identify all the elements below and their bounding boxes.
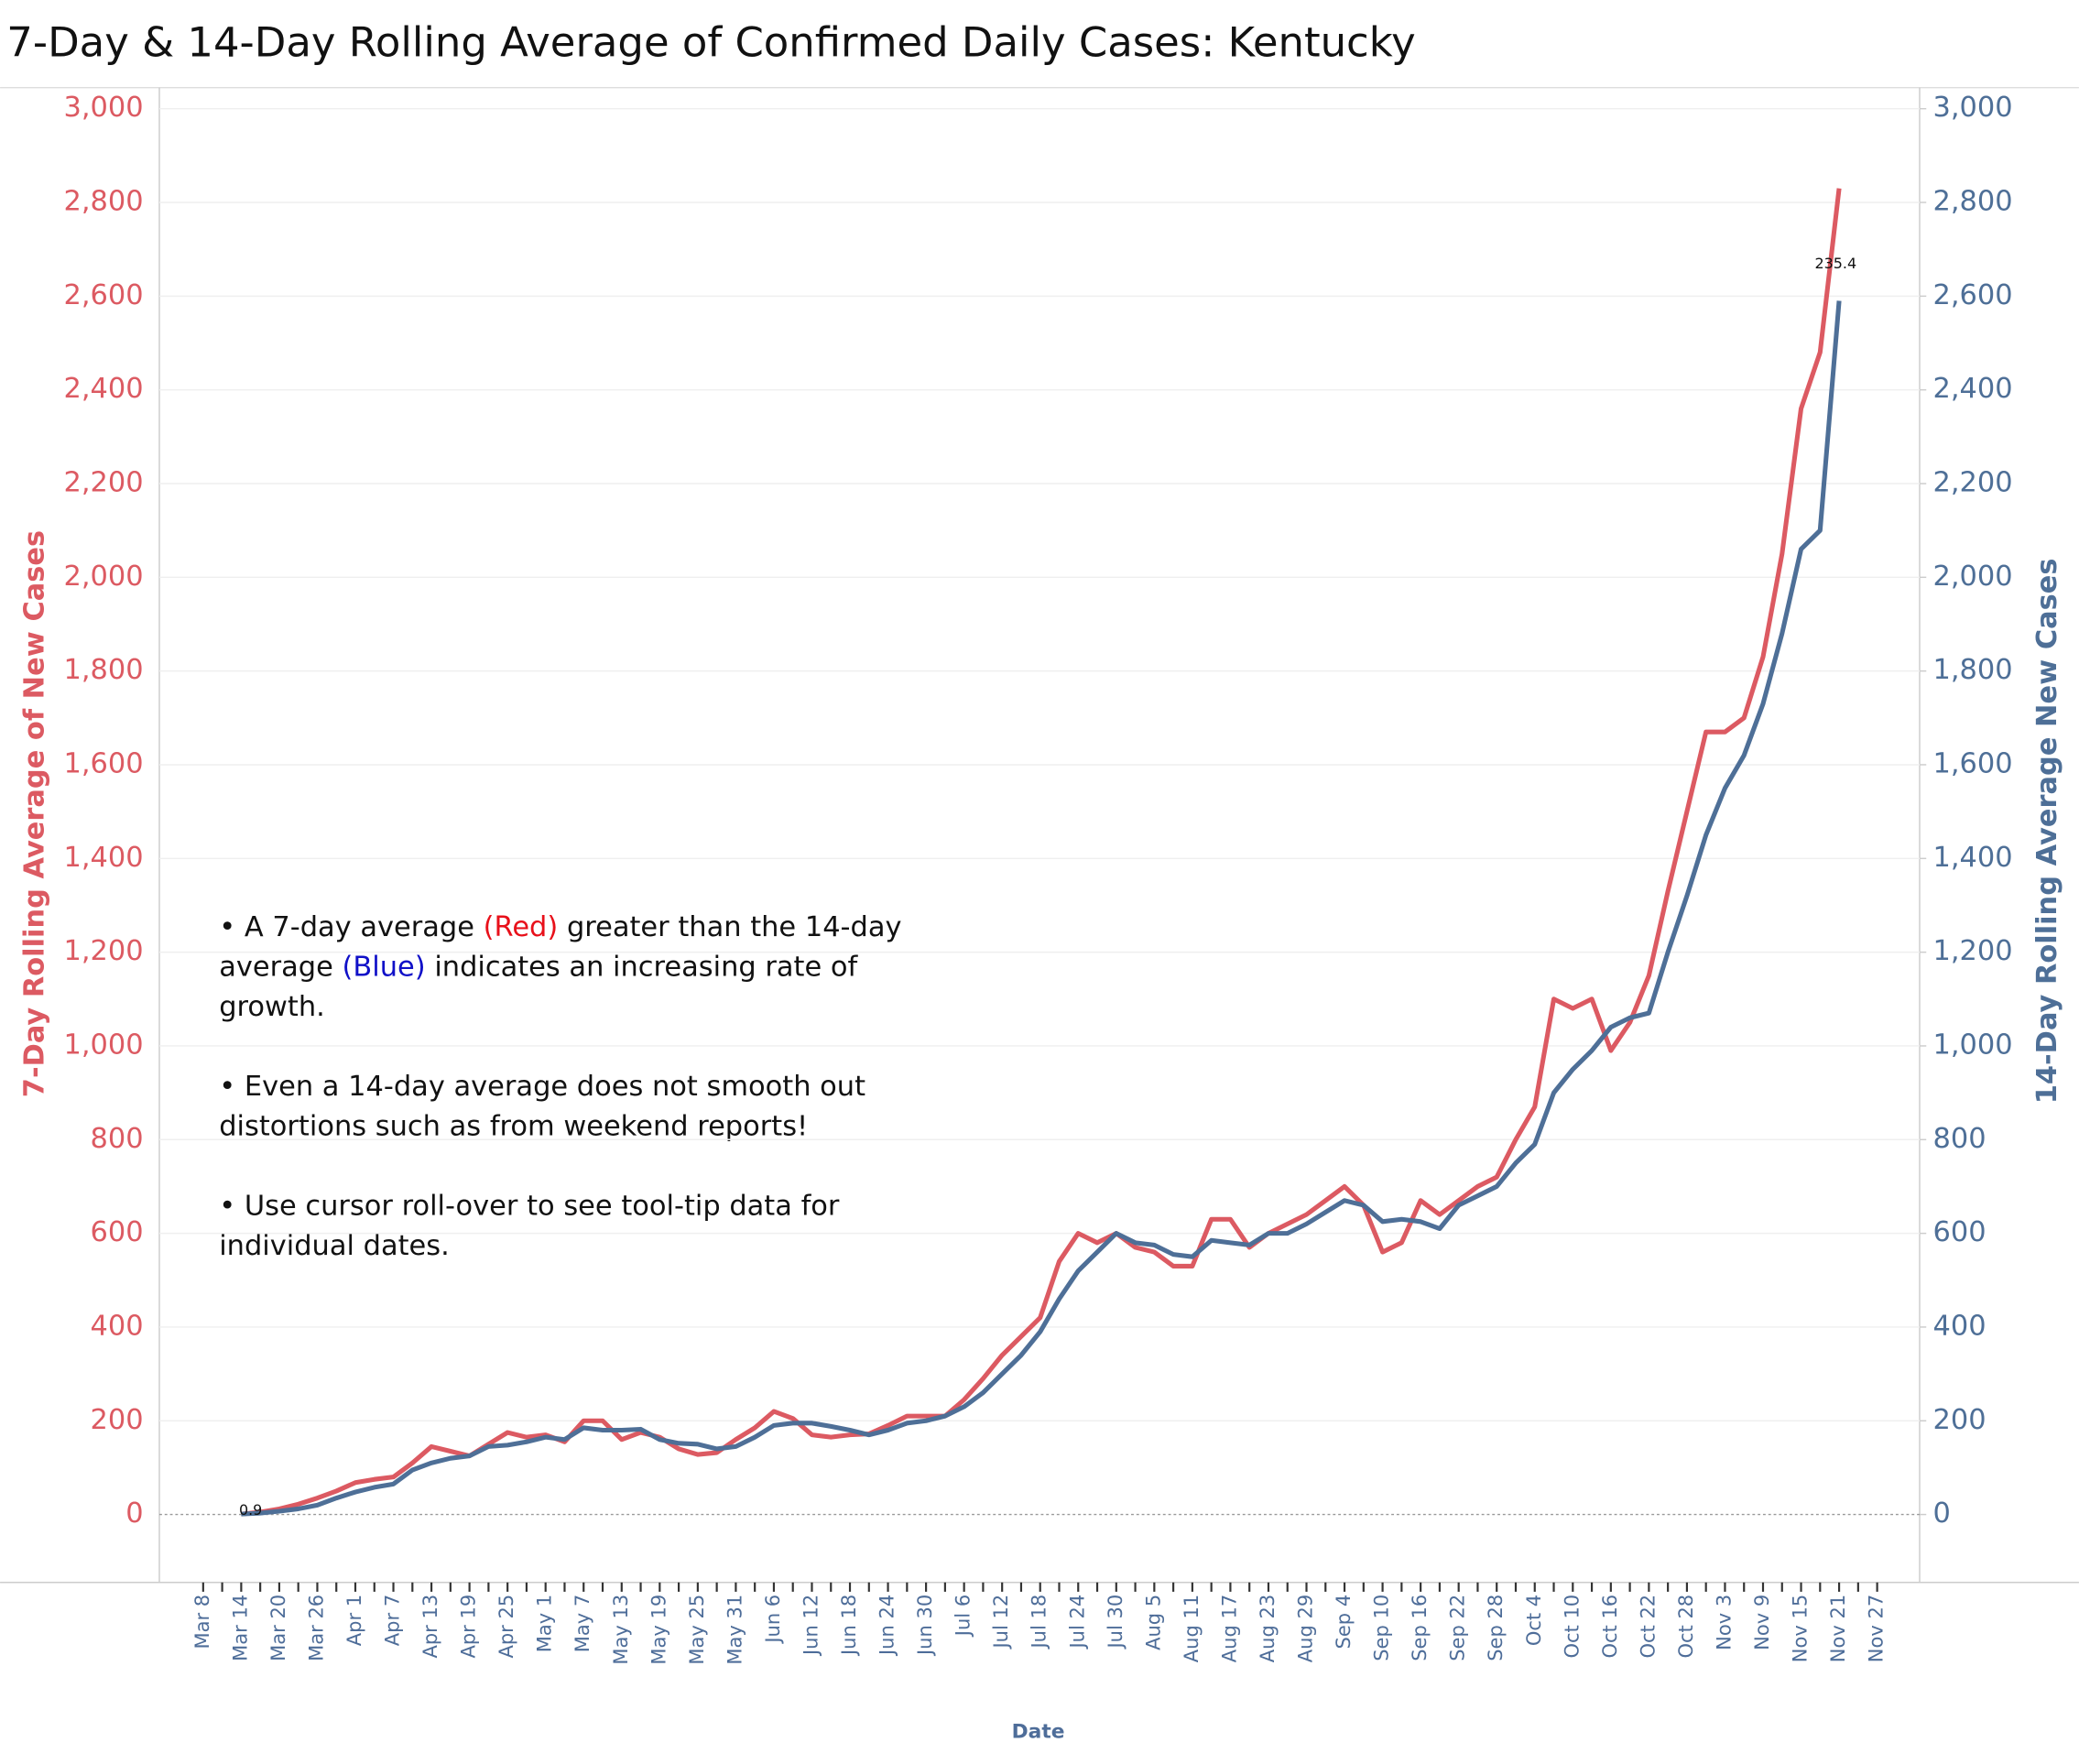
x-tick-label: Jun 24 <box>876 1595 898 1657</box>
y2-tick-label: 3,000 <box>1932 92 2012 124</box>
x-tick-label: Apr 1 <box>343 1595 365 1646</box>
y-tick-label: 1,800 <box>64 654 144 686</box>
annotation: 0.9 <box>239 1501 262 1519</box>
x-tick-label: Nov 9 <box>1750 1595 1773 1650</box>
x-tick-label: May 1 <box>533 1595 556 1652</box>
y-tick-label: 3,000 <box>64 92 144 124</box>
y2-tick-label: 800 <box>1932 1123 1986 1155</box>
y2-axis-title: 14-Day Rolling Average New Cases <box>2031 558 2063 1104</box>
x-tick-label: May 25 <box>685 1595 708 1665</box>
x-tick-label: May 19 <box>647 1595 669 1665</box>
y-tick-label: 2,400 <box>64 373 144 405</box>
x-tick-label: Jul 24 <box>1065 1595 1088 1650</box>
note-text: (Red) <box>483 910 559 943</box>
x-tick-label: Jun 6 <box>761 1595 784 1645</box>
y2-tick-label: 2,400 <box>1932 373 2012 405</box>
note: • A 7-day average (Red) greater than the… <box>219 907 922 1026</box>
series-line <box>241 300 1842 1517</box>
y-tick-label: 200 <box>91 1404 144 1436</box>
x-tick-label: Sep 28 <box>1484 1595 1507 1661</box>
x-tick-label: Mar 14 <box>228 1595 251 1661</box>
y2-tick-label: 400 <box>1932 1310 1986 1342</box>
x-tick-label: Nov 21 <box>1826 1595 1849 1662</box>
y2-tick-label: 1,200 <box>1932 935 2012 967</box>
x-tick-label: Apr 19 <box>457 1595 480 1659</box>
x-tick-label: Mar 26 <box>304 1595 327 1661</box>
x-tick-label: Aug 11 <box>1180 1595 1203 1662</box>
x-tick-label: Oct 28 <box>1674 1595 1697 1659</box>
y-tick-label: 1,000 <box>64 1029 144 1061</box>
x-tick-label: Jun 18 <box>837 1595 860 1657</box>
y2-tick-label: 600 <box>1932 1216 1986 1248</box>
note-text: indicates an increasing rate of growth. <box>219 950 858 1023</box>
x-tick-label: May 31 <box>723 1595 746 1665</box>
y2-tick-label: 2,000 <box>1932 561 2012 593</box>
y2-tick-label: 0 <box>1932 1497 1950 1530</box>
y2-tick-label: 200 <box>1932 1404 1986 1436</box>
x-tick-label: Oct 22 <box>1636 1595 1659 1659</box>
note-text: (Blue) <box>342 950 426 983</box>
x-tick-label: Oct 10 <box>1560 1595 1583 1659</box>
chart-title: 7-Day & 14-Day Rolling Average of Confir… <box>6 17 1415 66</box>
note-text: • A 7-day average <box>219 910 484 943</box>
series-line <box>241 188 1842 1517</box>
y2-tick-label: 1,800 <box>1932 654 2012 686</box>
y-tick-label: 400 <box>91 1310 144 1342</box>
y2-tick-label: 2,200 <box>1932 466 2012 498</box>
x-tick-label: May 13 <box>609 1595 632 1665</box>
x-tick-label: Sep 10 <box>1370 1595 1393 1661</box>
x-tick-label: Aug 29 <box>1294 1595 1317 1662</box>
note-text: greater than the 14-day average <box>219 910 902 983</box>
y2-tick-label: 2,800 <box>1932 186 2012 218</box>
y-tick-label: 2,800 <box>64 186 144 218</box>
x-tick-label: Jul 30 <box>1104 1595 1127 1650</box>
x-tick-label: Sep 16 <box>1408 1595 1431 1661</box>
y-tick-label: 0 <box>125 1497 143 1530</box>
x-tick-label: Oct 16 <box>1598 1595 1621 1659</box>
x-axis-title: Date <box>1012 1721 1065 1744</box>
y-tick-label: 1,400 <box>64 842 144 874</box>
note-text: • Even a 14-day average does not smooth … <box>219 1070 866 1142</box>
annotation: 235.4 <box>1814 255 1856 272</box>
x-tick-label: Aug 23 <box>1256 1595 1279 1662</box>
x-tick-label: Mar 8 <box>190 1595 213 1650</box>
y-tick-label: 2,200 <box>64 466 144 498</box>
notes-box: • A 7-day average (Red) greater than the… <box>219 907 922 1265</box>
x-tick-label: Aug 5 <box>1141 1595 1164 1650</box>
y2-tick-label: 1,600 <box>1932 747 2012 779</box>
x-tick-label: Oct 4 <box>1522 1595 1545 1646</box>
note: • Use cursor roll-over to see tool-tip d… <box>219 1185 922 1265</box>
x-tick-label: Sep 22 <box>1446 1595 1469 1661</box>
x-tick-label: Jun 12 <box>799 1595 822 1657</box>
y2-tick-label: 1,000 <box>1932 1029 2012 1061</box>
x-tick-label: Nov 27 <box>1865 1595 1888 1662</box>
y-tick-label: 1,600 <box>64 747 144 779</box>
y-tick-label: 2,000 <box>64 561 144 593</box>
x-tick-label: Jul 18 <box>1028 1595 1050 1650</box>
notes: • A 7-day average (Red) greater than the… <box>219 907 922 1265</box>
note: • Even a 14-day average does not smooth … <box>219 1066 922 1146</box>
x-tick-label: Jul 6 <box>952 1595 974 1638</box>
x-tick-label: Apr 25 <box>495 1595 517 1659</box>
x-tick-label: Nov 3 <box>1712 1595 1735 1650</box>
y2-tick-label: 1,400 <box>1932 842 2012 874</box>
y-axis-title: 7-Day Rolling Average of New Cases <box>19 530 51 1097</box>
x-tick-label: Sep 4 <box>1332 1595 1355 1650</box>
y-tick-label: 2,600 <box>64 279 144 311</box>
x-tick-label: Aug 17 <box>1217 1595 1240 1662</box>
x-tick-label: Apr 13 <box>419 1595 441 1659</box>
x-tick-label: Apr 7 <box>381 1595 404 1646</box>
note-text: • Use cursor roll-over to see tool-tip d… <box>219 1189 840 1261</box>
y-tick-label: 600 <box>91 1216 144 1248</box>
y2-tick-label: 2,600 <box>1932 279 2012 311</box>
x-tick-label: Jun 30 <box>913 1595 936 1657</box>
y-tick-label: 1,200 <box>64 935 144 967</box>
x-tick-label: May 7 <box>571 1595 593 1652</box>
x-tick-label: Jul 12 <box>989 1595 1012 1650</box>
x-tick-label: Mar 20 <box>267 1595 289 1661</box>
x-tick-label: Nov 15 <box>1789 1595 1812 1662</box>
y-tick-label: 800 <box>91 1123 144 1155</box>
